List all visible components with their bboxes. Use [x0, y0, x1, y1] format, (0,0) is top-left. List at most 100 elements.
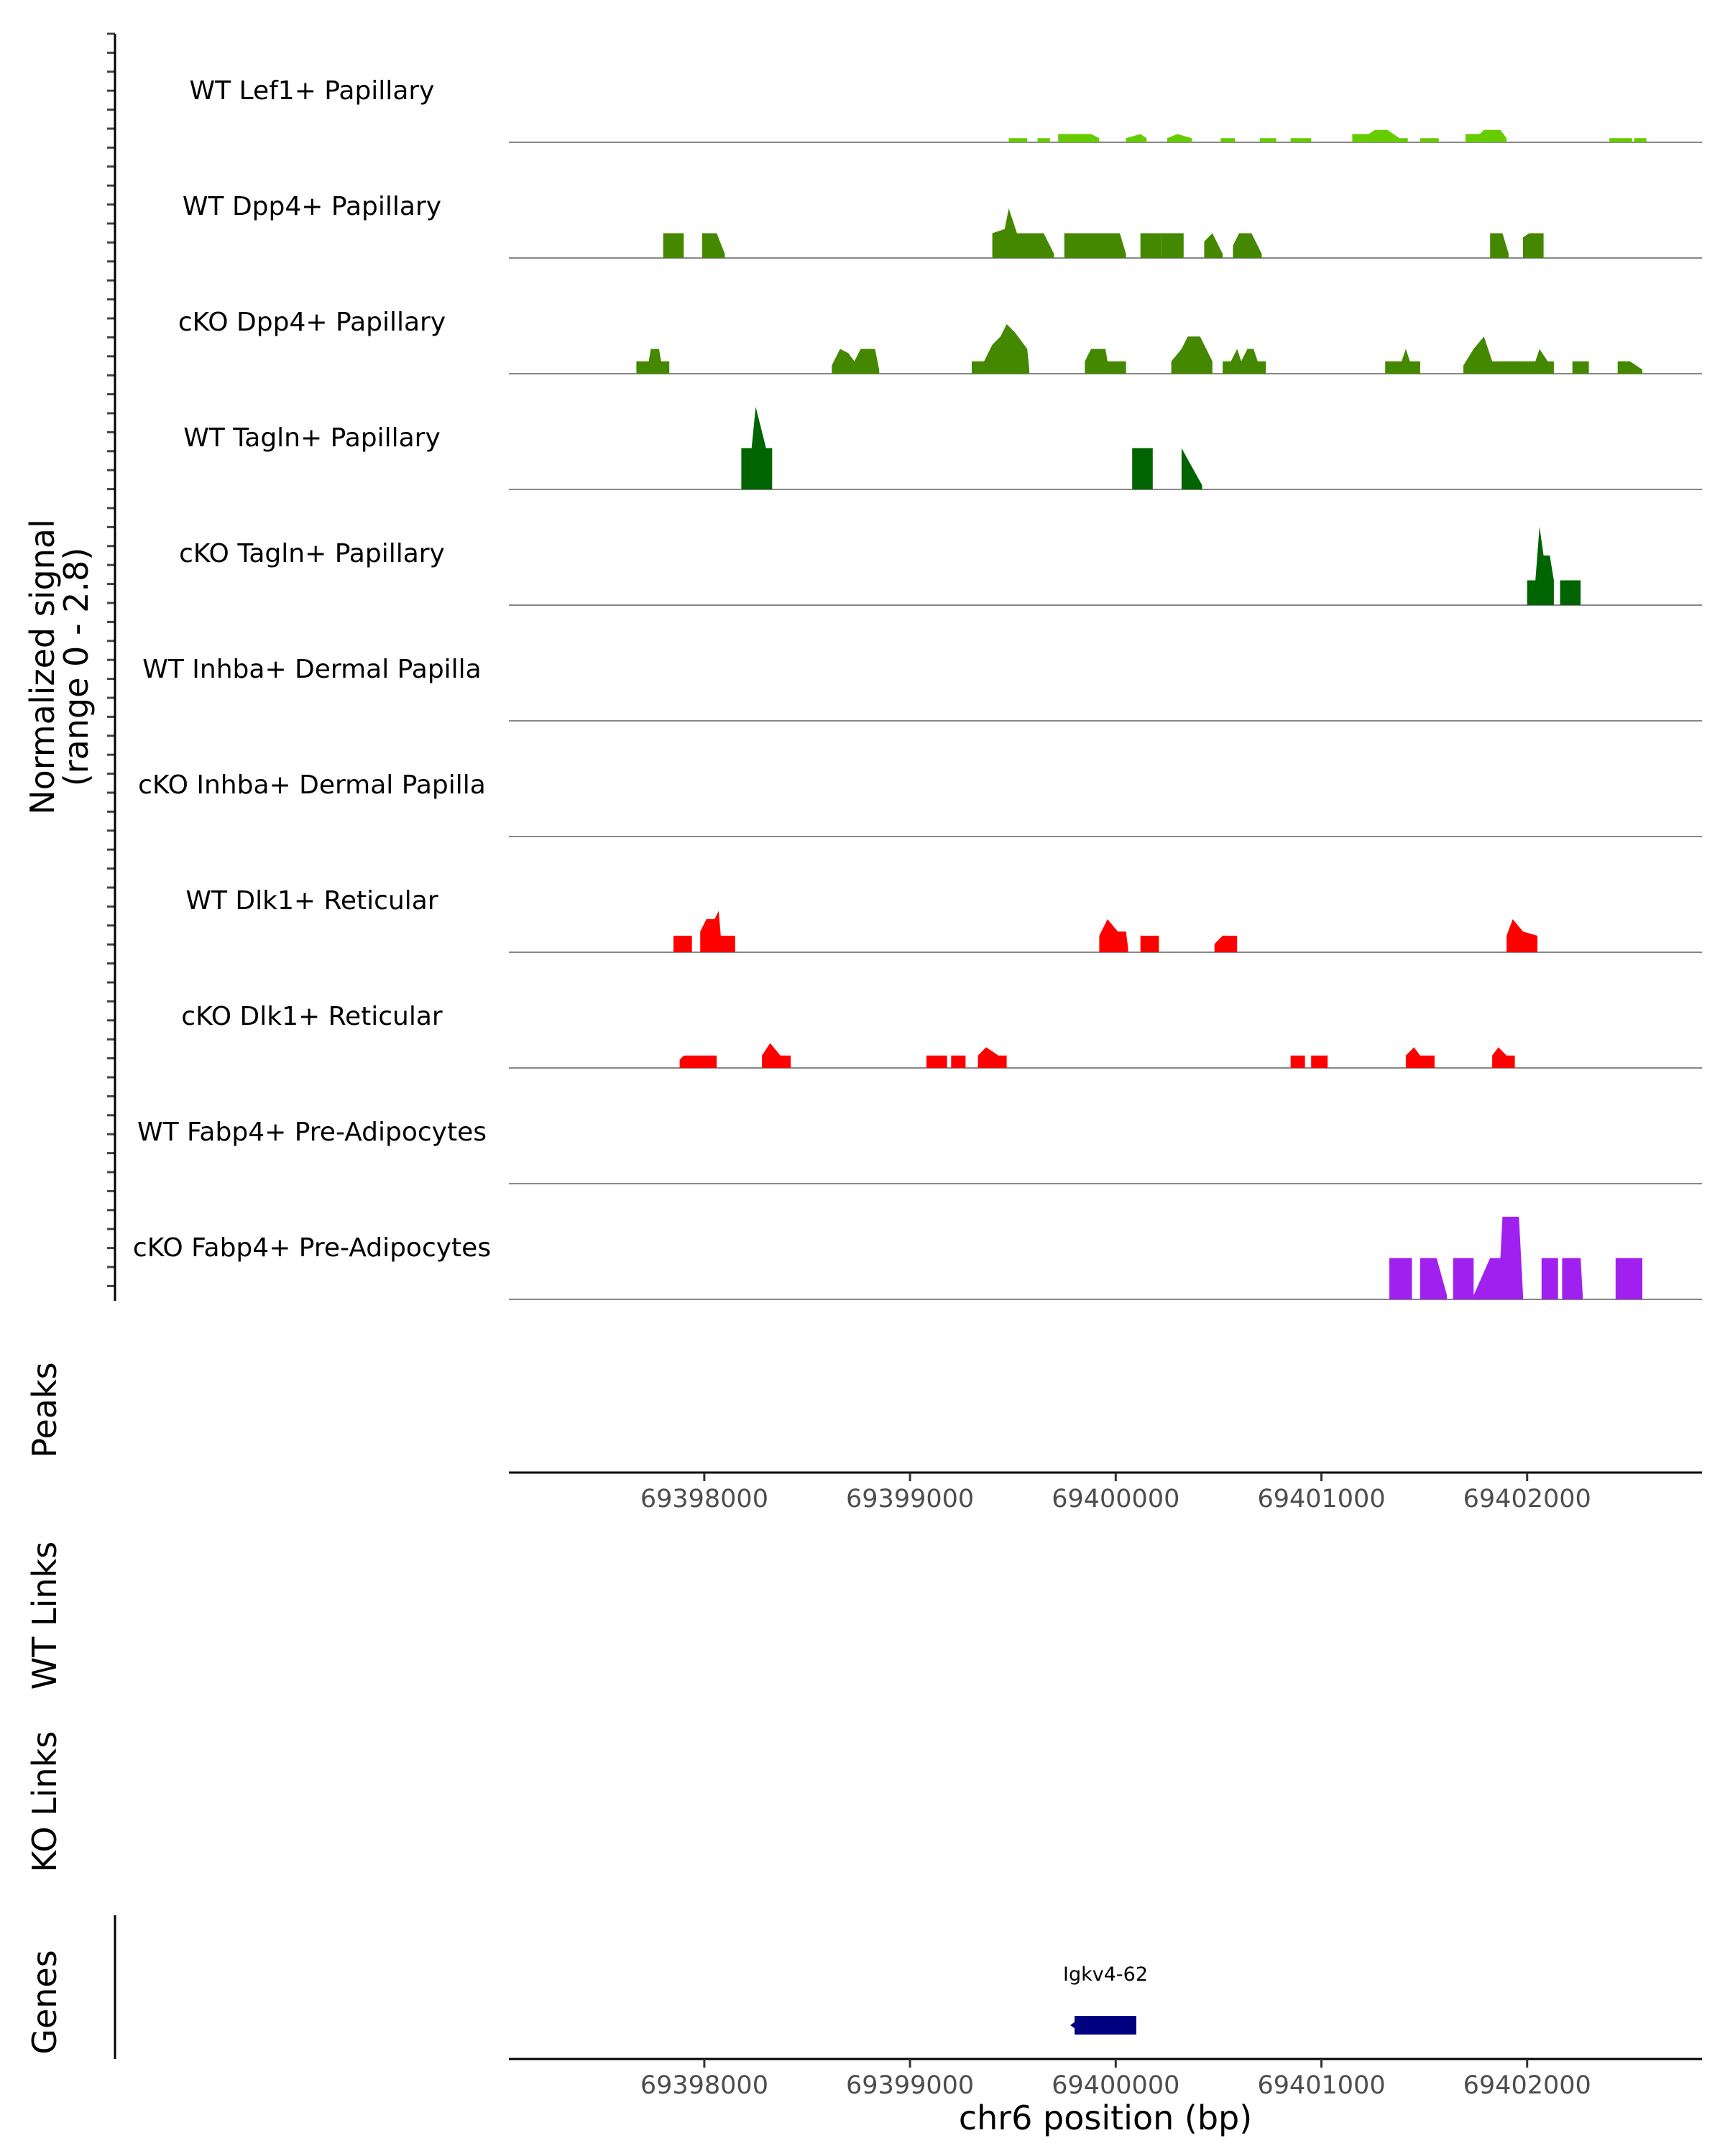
- coverage-peak: [1523, 233, 1544, 258]
- coverage-peak: [636, 349, 670, 374]
- track-7: cKO Inhba+ Dermal Papilla: [138, 770, 1702, 837]
- track-label: cKO Dpp4+ Papillary: [178, 308, 446, 337]
- coverage-peak: [1609, 138, 1632, 142]
- track-label: WT Fabp4+ Pre-Adipocytes: [137, 1118, 487, 1147]
- coverage-peak: [1405, 1047, 1435, 1068]
- gene-body: [1075, 2016, 1136, 2035]
- y-axis-title-line-2: (range 0 - 2.8): [57, 548, 96, 787]
- coverage-peak: [762, 1043, 791, 1068]
- track-label: cKO Fabp4+ Pre-Adipocytes: [133, 1233, 491, 1263]
- x-tick-label: 69400000: [1052, 2071, 1179, 2100]
- coverage-peak: [700, 911, 735, 952]
- track-label: cKO Tagln+ Papillary: [179, 539, 445, 568]
- coverage-peak: [1453, 1258, 1474, 1299]
- x-tick-label: 69402000: [1463, 2071, 1591, 2100]
- coverage-peak: [1617, 361, 1642, 374]
- coverage-peak: [679, 1055, 717, 1068]
- track-5: cKO Tagln+ Papillary: [179, 526, 1702, 606]
- track-11: cKO Fabp4+ Pre-Adipocytes: [133, 1217, 1702, 1300]
- x-tick-label: 69398000: [640, 2071, 768, 2100]
- y-axis-title-line-1: Normalized signal: [23, 519, 62, 815]
- coverage-peak: [1615, 1258, 1642, 1299]
- x-axis-title: chr6 position (bp): [959, 2099, 1252, 2137]
- coverage-peak: [1490, 233, 1509, 258]
- coverage-peak: [1126, 134, 1147, 142]
- track-2: WT Dpp4+ Papillary: [183, 192, 1702, 259]
- track-label: cKO Inhba+ Dermal Papilla: [138, 770, 486, 800]
- coverage-peak: [951, 1055, 966, 1068]
- coverage-peak: [1214, 936, 1238, 952]
- track-label: WT Tagln+ Papillary: [183, 423, 441, 453]
- coverage-peak: [1085, 349, 1126, 374]
- x-tick-label: 69399000: [846, 2071, 974, 2100]
- coverage-peak: [1220, 138, 1236, 142]
- coverage-peak: [1064, 233, 1126, 258]
- genes-track-label: Genes: [25, 1950, 64, 2054]
- coverage-peak: [1385, 349, 1420, 374]
- x-tick-label: 69399000: [846, 1485, 974, 1514]
- track-label: WT Lef1+ Papillary: [190, 76, 435, 106]
- coverage-peak: [1389, 1258, 1412, 1299]
- x-tick-label: 69402000: [1463, 1485, 1591, 1514]
- gene-strand-arrow: [1070, 2016, 1084, 2035]
- coverage-peak: [1204, 233, 1223, 258]
- coverage-peak: [1463, 336, 1554, 374]
- coverage-peak: [992, 208, 1054, 258]
- coverage-peak: [1465, 129, 1507, 142]
- track-3: cKO Dpp4+ Papillary: [178, 308, 1702, 374]
- coverage-peak: [1352, 129, 1408, 142]
- coverage-peak: [1560, 580, 1581, 605]
- coverage-peak: [1099, 919, 1128, 952]
- genes-x-axis-ticks: 69398000 69399000 69400000 69401000 69402000: [640, 2059, 1591, 2100]
- track-6: WT Inhba+ Dermal Papilla: [142, 655, 1702, 722]
- track-8: WT Dlk1+ Reticular: [185, 886, 1702, 953]
- coverage-peak: [741, 407, 773, 489]
- coverage-peak: [1506, 919, 1537, 952]
- coverage-peak: [1572, 361, 1589, 374]
- coverage-peak: [1473, 1217, 1523, 1299]
- coverage-peak: [1290, 138, 1312, 142]
- coverage-peak: [926, 1055, 947, 1068]
- coverage-peak: [1161, 233, 1184, 258]
- coverage-peak: [1132, 448, 1153, 489]
- track-label: WT Dpp4+ Papillary: [183, 192, 441, 221]
- x-tick-label: 69401000: [1257, 2071, 1385, 2100]
- coverage-peak: [673, 936, 692, 952]
- gene-label: Igkv4-62: [1063, 1963, 1148, 1986]
- track-9: cKO Dlk1+ Reticular: [181, 1002, 1702, 1069]
- x-tick-label: 69400000: [1052, 1485, 1179, 1514]
- coverage-peak: [1140, 233, 1162, 258]
- x-tick-label: 69398000: [640, 1485, 768, 1514]
- track-label: WT Dlk1+ Reticular: [185, 886, 438, 916]
- coverage-peak: [1492, 1047, 1515, 1068]
- peaks-x-axis-ticks: 69398000 69399000 69400000 69401000 69402000: [640, 1473, 1591, 1514]
- coverage-peak: [1037, 138, 1050, 142]
- x-tick-label: 69401000: [1257, 1485, 1385, 1514]
- coverage-peak: [1181, 448, 1202, 489]
- coverage-peak: [702, 233, 725, 258]
- peaks-track-label: Peaks: [25, 1362, 64, 1457]
- coverage-peak: [1259, 138, 1276, 142]
- coverage-peak: [1223, 349, 1266, 374]
- coverage-tracks: WT Lef1+ Papillary WT Dpp4+ Papillary cKO …: [133, 76, 1702, 1300]
- coverage-peak: [972, 324, 1030, 374]
- track-1: WT Lef1+ Papillary: [190, 76, 1702, 143]
- wt-links-track-label: WT Links: [25, 1542, 64, 1690]
- coverage-peak: [1420, 1258, 1448, 1299]
- coverage-peak: [1008, 138, 1028, 142]
- coverage-peak: [978, 1047, 1007, 1068]
- track-label: WT Inhba+ Dermal Papilla: [142, 655, 481, 684]
- coverage-peak: [1634, 138, 1647, 142]
- coverage-peak: [1167, 134, 1192, 142]
- coverage-peak: [663, 233, 684, 258]
- coverage-peak: [1311, 1055, 1328, 1068]
- coverage-peak: [1140, 936, 1159, 952]
- track-4: WT Tagln+ Papillary: [183, 407, 1702, 490]
- gene-annotations: Igkv4-62: [1063, 1963, 1148, 2035]
- signal-y-axis-ticks: [107, 32, 115, 1287]
- track-10: WT Fabp4+ Pre-Adipocytes: [137, 1118, 1702, 1184]
- track-label: cKO Dlk1+ Reticular: [181, 1002, 443, 1031]
- coverage-peak: [1562, 1258, 1583, 1299]
- ko-links-track-label: KO Links: [25, 1731, 64, 1873]
